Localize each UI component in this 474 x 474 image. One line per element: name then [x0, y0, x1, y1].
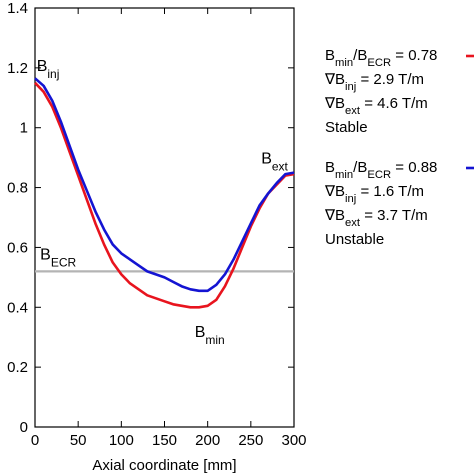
x-axis: 0 50 100 150 200 250 300: [31, 8, 307, 449]
y-tick-label: 1.4: [7, 0, 28, 17]
legend-text-line: Unstable: [325, 231, 384, 248]
x-tick-label: 50: [70, 432, 87, 449]
legend-text-line: ∇Bext = 4.6 T/m: [324, 95, 428, 117]
x-tick-label: 0: [31, 432, 39, 449]
annotation-ext: Bext: [261, 151, 288, 174]
y-tick-label: 1: [20, 120, 28, 137]
y-tick-label: 1.2: [7, 60, 28, 77]
x-tick-label: 200: [195, 432, 220, 449]
x-tick-label: 250: [238, 432, 263, 449]
legend-text-line: ∇Binj = 1.6 T/m: [324, 183, 424, 205]
y-tick-label: 0.6: [7, 239, 28, 256]
x-tick-label: 150: [152, 432, 177, 449]
annotation-min: Bmin: [195, 324, 225, 347]
series-layer: [34, 77, 295, 309]
series-line-stable: [34, 81, 295, 309]
y-axis: 0 0.2 0.4 0.6 0.8 1 1.2 1.4: [7, 0, 294, 436]
legend-text-line: ∇Binj = 2.9 T/m: [324, 71, 424, 93]
y-tick-label: 0.4: [7, 299, 28, 316]
x-axis-title: Axial coordinate [mm]: [92, 457, 236, 474]
series-line-unstable: [34, 77, 295, 293]
legend: Bmin/BECR = 0.78∇Binj = 2.9 T/m∇Bext = 4…: [324, 47, 474, 248]
annotation-layer: Binj BECR Bmin Bext: [37, 58, 289, 347]
y-tick-label: 0.8: [7, 180, 28, 197]
legend-text-line: Bmin/BECR = 0.78: [325, 47, 437, 69]
y-tick-label: 0: [20, 419, 28, 436]
y-tick-label: 0.2: [7, 359, 28, 376]
annotation-inj: Binj: [37, 58, 60, 81]
legend-text-line: ∇Bext = 3.7 T/m: [324, 207, 428, 229]
legend-entry-unstable: Bmin/BECR = 0.88∇Binj = 1.6 T/m∇Bext = 3…: [324, 159, 474, 248]
x-tick-label: 300: [281, 432, 306, 449]
legend-entry-stable: Bmin/BECR = 0.78∇Binj = 2.9 T/m∇Bext = 4…: [324, 47, 474, 136]
x-tick-label: 100: [109, 432, 134, 449]
annotation-ecr: BECR: [40, 246, 76, 269]
legend-text-line: Bmin/BECR = 0.88: [325, 159, 437, 181]
legend-text-line: Stable: [325, 119, 368, 136]
